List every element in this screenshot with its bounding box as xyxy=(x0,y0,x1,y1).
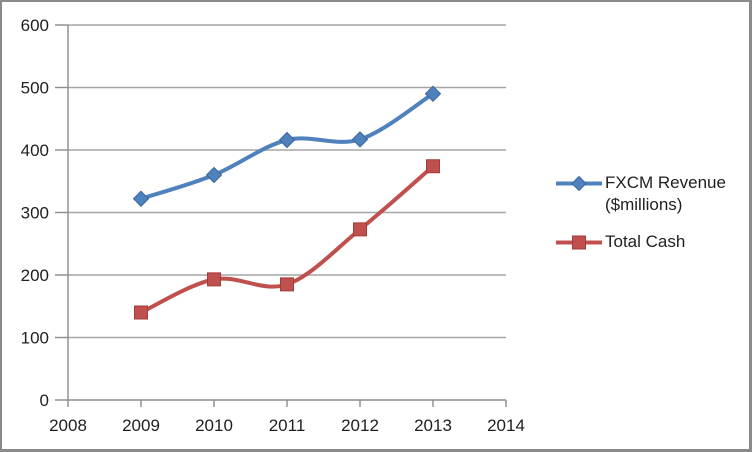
data-point-square xyxy=(134,305,148,320)
y-tick-label: 100 xyxy=(21,329,49,348)
y-tick-label: 600 xyxy=(21,16,49,35)
data-point-diamond xyxy=(424,85,442,102)
data-point-square xyxy=(353,222,367,237)
data-point-diamond xyxy=(132,190,150,207)
legend-label-fxcm-revenue: FXCM Revenue ($millions) xyxy=(605,173,726,214)
red-square-series-icon xyxy=(556,235,602,250)
data-point-diamond xyxy=(351,131,369,148)
y-tick-label: 500 xyxy=(21,79,49,98)
data-point-diamond xyxy=(205,166,223,184)
x-tick-label: 2010 xyxy=(195,416,233,435)
y-tick-label: 300 xyxy=(21,204,49,223)
legend-item-fxcm-revenue: FXCM Revenue ($millions) xyxy=(556,172,739,216)
data-point-diamond xyxy=(278,131,296,149)
data-point-square xyxy=(426,159,440,174)
x-tick-label: 2014 xyxy=(487,416,525,435)
x-tick-label: 2009 xyxy=(122,416,160,435)
y-tick-label: 200 xyxy=(21,266,49,285)
data-point-square xyxy=(207,272,221,287)
x-tick-label: 2008 xyxy=(49,416,87,435)
x-tick-label: 2012 xyxy=(341,416,379,435)
data-point-square xyxy=(280,277,294,292)
y-tick-label: 0 xyxy=(40,391,49,410)
legend-item-total-cash: Total Cash xyxy=(556,231,739,253)
blue-diamond-series-icon xyxy=(556,176,602,191)
legend-label-total-cash: Total Cash xyxy=(605,232,686,251)
x-tick-label: 2011 xyxy=(269,416,306,435)
chart-legend: FXCM Revenue ($millions) Total Cash xyxy=(556,172,739,253)
x-tick-label: 2013 xyxy=(414,416,452,435)
y-tick-label: 400 xyxy=(21,141,49,160)
